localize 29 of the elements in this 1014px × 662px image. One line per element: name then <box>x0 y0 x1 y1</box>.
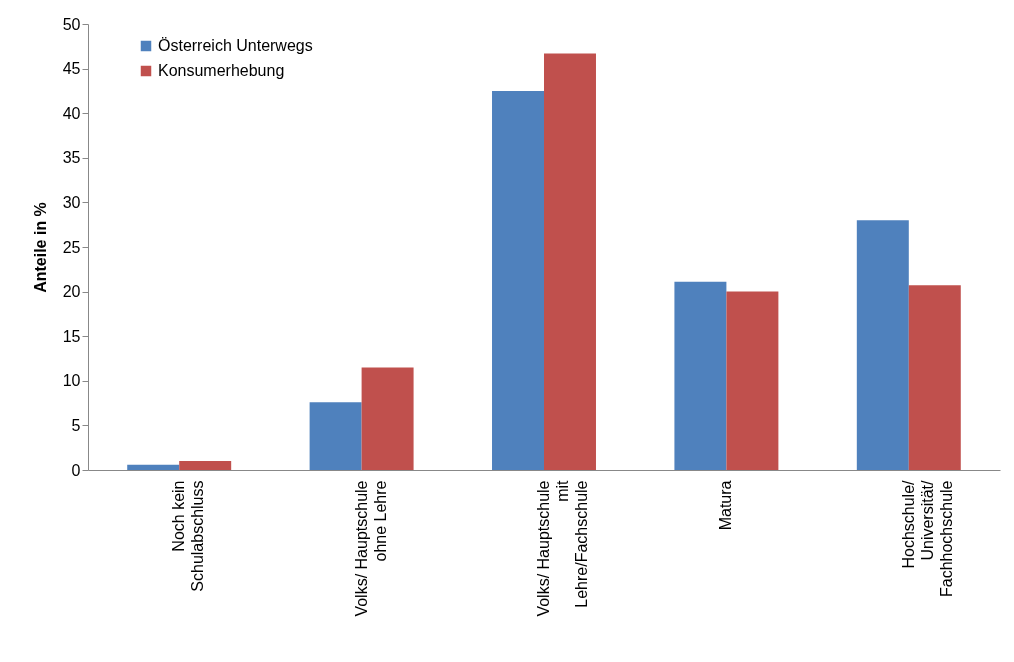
legend-label: Konsumerhebung <box>158 62 285 79</box>
y-tick-label: 40 <box>62 104 81 122</box>
bar <box>908 285 961 470</box>
y-tick-label: 10 <box>62 372 81 390</box>
x-tick-label: Hochschule/ Universität/ Fachhochschule <box>899 479 955 598</box>
y-tick-label: 45 <box>62 60 81 78</box>
y-tick-label: 0 <box>71 461 81 479</box>
y-tick-label: 50 <box>62 15 81 33</box>
y-tick-label: 35 <box>62 149 81 167</box>
legend-label: Österreich Unterwegs <box>158 37 313 54</box>
x-tick-label: Volks/ Hauptschule ohne Lehre <box>352 480 389 617</box>
y-tick-label: 15 <box>62 327 81 345</box>
y-axis-title: Anteile in % <box>31 202 49 293</box>
bar <box>544 53 596 470</box>
bar <box>674 281 727 470</box>
y-tick-label: 25 <box>62 238 81 256</box>
bar <box>856 220 909 470</box>
y-tick-label: 5 <box>71 416 81 434</box>
bar <box>309 402 362 470</box>
y-tick-label: 30 <box>62 193 81 211</box>
x-tick-label: Matura <box>717 480 735 531</box>
bar <box>361 367 414 470</box>
x-tick-label: Noch kein Schulabschluss <box>170 480 207 592</box>
x-tick-label: Volks/ Hauptschule mit Lehre/Fachschule <box>535 479 590 617</box>
y-tick-label: 20 <box>62 283 81 301</box>
bar <box>492 90 544 470</box>
bar <box>127 464 180 470</box>
bar <box>726 291 779 470</box>
bar <box>179 461 232 470</box>
